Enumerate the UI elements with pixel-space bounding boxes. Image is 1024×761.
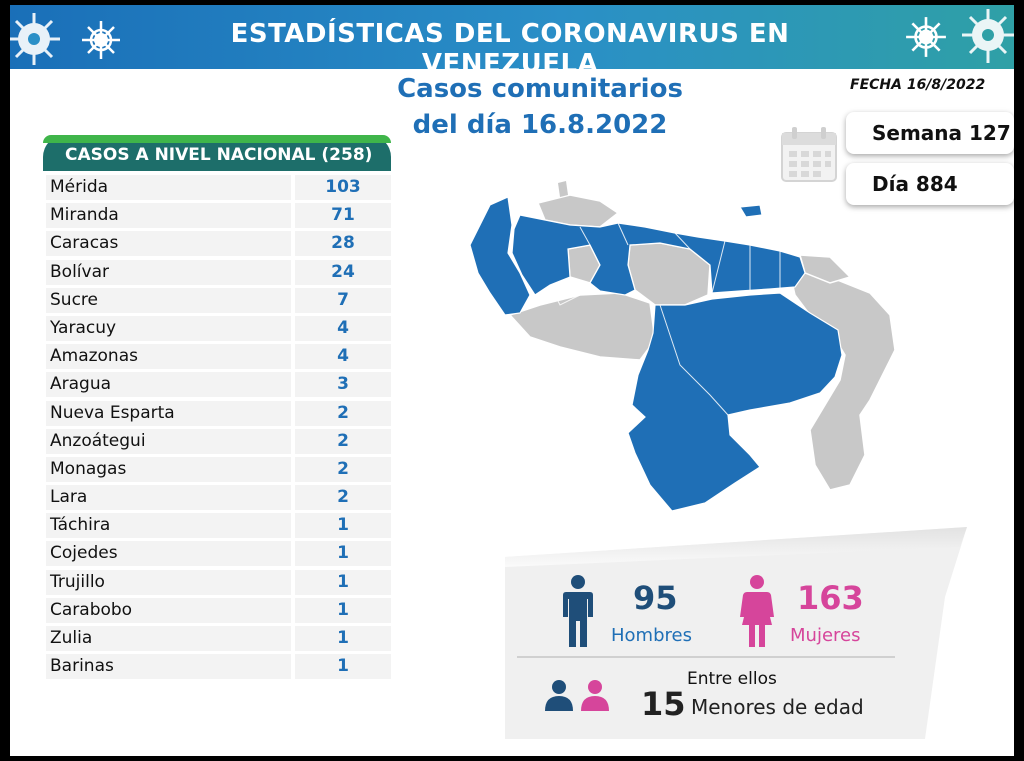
state-name: Trujillo	[46, 569, 291, 595]
table-row: Cojedes 1	[43, 539, 391, 567]
case-count: 1	[295, 597, 391, 623]
table-header: CASOS A NIVEL NACIONAL (258)	[43, 135, 391, 171]
table-row: Táchira 1	[43, 511, 391, 539]
table-row: Nueva Esparta 2	[43, 399, 391, 427]
infographic: ESTADÍSTICAS DEL CORONAVIRUS EN VENEZUEL…	[10, 5, 1014, 756]
man-icon	[563, 575, 593, 647]
state-name: Carabobo	[46, 597, 291, 623]
table-row: Caracas 28	[43, 229, 391, 257]
case-count: 2	[295, 485, 391, 511]
calendar-icon	[781, 127, 837, 182]
page-title: ESTADÍSTICAS DEL CORONAVIRUS EN VENEZUEL…	[230, 19, 790, 79]
virus-icon-small	[82, 21, 120, 59]
subtitle-line-2: del día 16.8.2022	[412, 110, 668, 140]
state-name: Sucre	[46, 287, 291, 313]
gender-panel-background	[505, 527, 967, 739]
minors-label: Menores de edad	[691, 695, 864, 719]
table-row: Lara 2	[43, 483, 391, 511]
map-state-borders	[549, 222, 781, 416]
state-name: Monagas	[46, 456, 291, 482]
table-row: Miranda 71	[43, 201, 391, 229]
state-name: Nueva Esparta	[46, 400, 291, 426]
map-region-affected	[738, 204, 763, 218]
table-row: Yaracuy 4	[43, 314, 391, 342]
case-count: 7	[295, 287, 391, 313]
table-header-label: CASOS A NIVEL NACIONAL (258)	[65, 145, 373, 165]
women-label: Mujeres	[790, 625, 861, 646]
venezuela-map	[469, 181, 896, 512]
men-count: 95	[633, 579, 678, 617]
gender-panel: 95 Hombres 163 Mujeres Entre ellos 15 Me…	[505, 527, 967, 739]
table-row: Sucre 7	[43, 286, 391, 314]
virus-icon-right-small	[906, 17, 946, 57]
case-count: 1	[295, 569, 391, 595]
case-count: 1	[295, 654, 391, 680]
state-name: Barinas	[46, 654, 291, 680]
day-badge: Día 884	[846, 163, 1014, 205]
minor-girl-icon	[581, 680, 609, 711]
state-name: Amazonas	[46, 344, 291, 370]
table-header-accent	[43, 135, 391, 143]
state-name: Yaracuy	[46, 315, 291, 341]
state-name: Lara	[46, 485, 291, 511]
state-name: Táchira	[46, 513, 291, 539]
case-count: 2	[295, 456, 391, 482]
minors-count: 15	[641, 685, 686, 723]
state-name: Mérida	[46, 175, 291, 200]
case-count: 4	[295, 344, 391, 370]
table-row: Aragua 3	[43, 370, 391, 398]
subtitle: Casos comunitarios del día 16.8.2022	[370, 71, 710, 143]
case-count: 4	[295, 315, 391, 341]
table-row: Barinas 1	[43, 652, 391, 680]
map-region-unaffected	[558, 181, 568, 197]
table-row: Mérida 103	[43, 173, 391, 201]
header-banner: ESTADÍSTICAS DEL CORONAVIRUS EN VENEZUEL…	[10, 5, 1014, 79]
case-count: 1	[295, 513, 391, 539]
case-count: 103	[295, 175, 391, 200]
woman-icon	[740, 575, 774, 647]
state-name: Caracas	[46, 231, 291, 257]
table-row: Anzoátegui 2	[43, 427, 391, 455]
women-count: 163	[797, 579, 864, 617]
case-count: 3	[295, 372, 391, 398]
case-count: 1	[295, 541, 391, 567]
state-name: Miranda	[46, 203, 291, 229]
table-row: Monagas 2	[43, 455, 391, 483]
state-name: Cojedes	[46, 541, 291, 567]
minors-intro: Entre ellos	[687, 669, 777, 689]
state-name: Aragua	[46, 372, 291, 398]
map-region-unaffected	[508, 292, 656, 361]
virus-icon-right	[962, 9, 1014, 63]
case-count: 2	[295, 400, 391, 426]
map-region-affected	[511, 214, 806, 296]
table-row: Amazonas 4	[43, 342, 391, 370]
virus-icon	[10, 13, 60, 65]
map-region-affected	[627, 292, 843, 512]
men-label: Hombres	[611, 625, 692, 646]
minor-boy-icon	[545, 680, 573, 711]
case-count: 1	[295, 626, 391, 651]
state-name: Anzoátegui	[46, 428, 291, 454]
map-region-affected	[469, 196, 531, 316]
case-count: 2	[295, 428, 391, 454]
week-badge: Semana 127	[846, 112, 1014, 154]
state-name: Bolívar	[46, 259, 291, 285]
table-row: Zulia 1	[43, 624, 391, 652]
case-count: 71	[295, 203, 391, 229]
date-label: FECHA 16/8/2022	[850, 77, 986, 93]
table-row: Trujillo 1	[43, 568, 391, 596]
table-row: Bolívar 24	[43, 258, 391, 286]
case-count: 24	[295, 259, 391, 285]
table-row: Carabobo 1	[43, 596, 391, 624]
subtitle-line-1: Casos comunitarios	[397, 74, 683, 104]
state-name: Zulia	[46, 626, 291, 651]
case-count: 28	[295, 231, 391, 257]
cases-table: Mérida 103 Miranda 71 Caracas 28 Bolívar 24 Sucr…	[43, 173, 391, 680]
